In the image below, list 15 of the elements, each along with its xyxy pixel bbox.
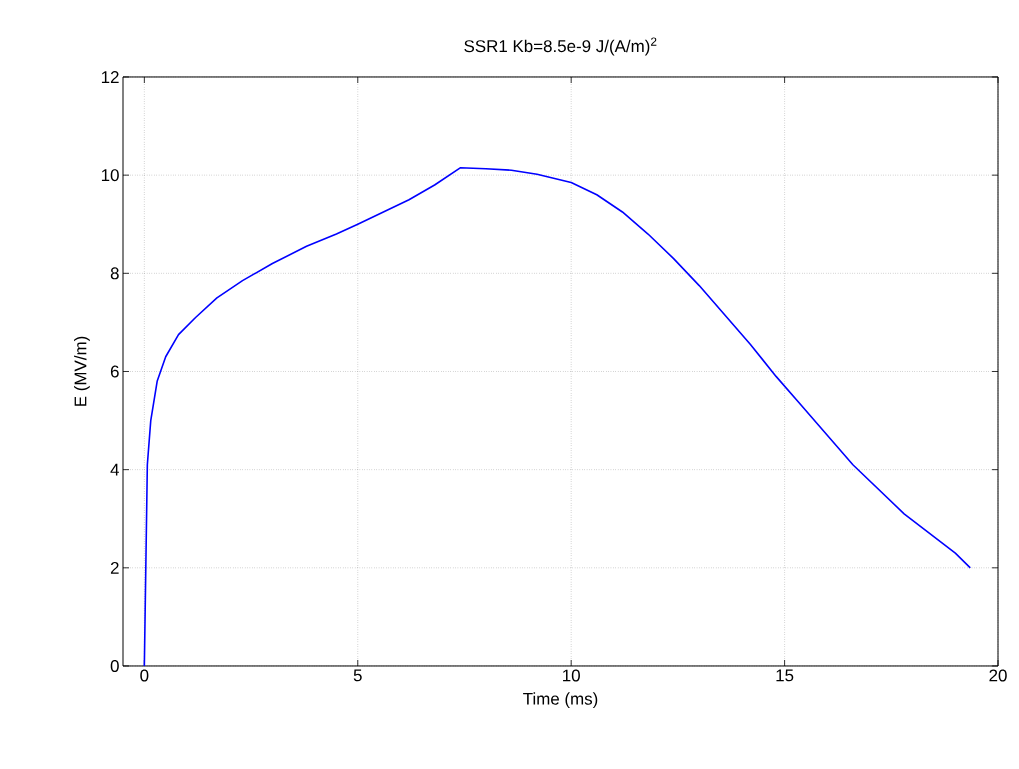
y-tick-label: 6 — [110, 365, 119, 378]
x-tick-label: 5 — [353, 669, 362, 682]
y-tick-label: 4 — [110, 463, 119, 476]
x-tick-label: 0 — [140, 669, 149, 682]
x-tick-label: 15 — [776, 669, 794, 682]
y-tick-label: 12 — [101, 71, 119, 83]
x-tick-label: 10 — [563, 669, 580, 682]
x-tick-label: 20 — [989, 669, 1007, 682]
chart-title: SSR1 Kb=8.5e-9 J/(A/m)$^{2}$ — [464, 37, 657, 56]
x-axis-title: Time (ms) — [523, 692, 598, 709]
y-tick-label: 8 — [110, 267, 119, 280]
y-tick-label: 10 — [101, 169, 119, 182]
y-axis-title: E (MV/m) — [74, 336, 90, 406]
y-tick-label: 2 — [110, 561, 119, 574]
y-tick-label: 0 — [110, 659, 119, 672]
